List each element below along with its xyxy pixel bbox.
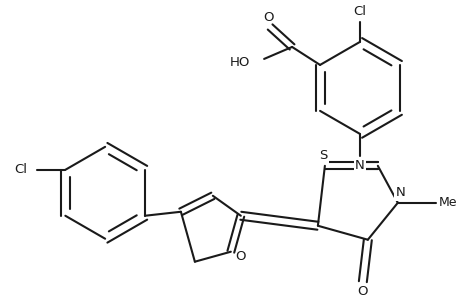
- Text: O: O: [262, 11, 273, 25]
- Text: HO: HO: [229, 56, 250, 69]
- Text: N: N: [395, 186, 405, 199]
- Text: Cl: Cl: [14, 163, 28, 176]
- Text: Cl: Cl: [353, 5, 365, 19]
- Text: N: N: [354, 159, 364, 172]
- Text: O: O: [235, 250, 246, 263]
- Text: Me: Me: [437, 196, 456, 209]
- Text: S: S: [318, 149, 326, 162]
- Text: O: O: [357, 285, 367, 298]
